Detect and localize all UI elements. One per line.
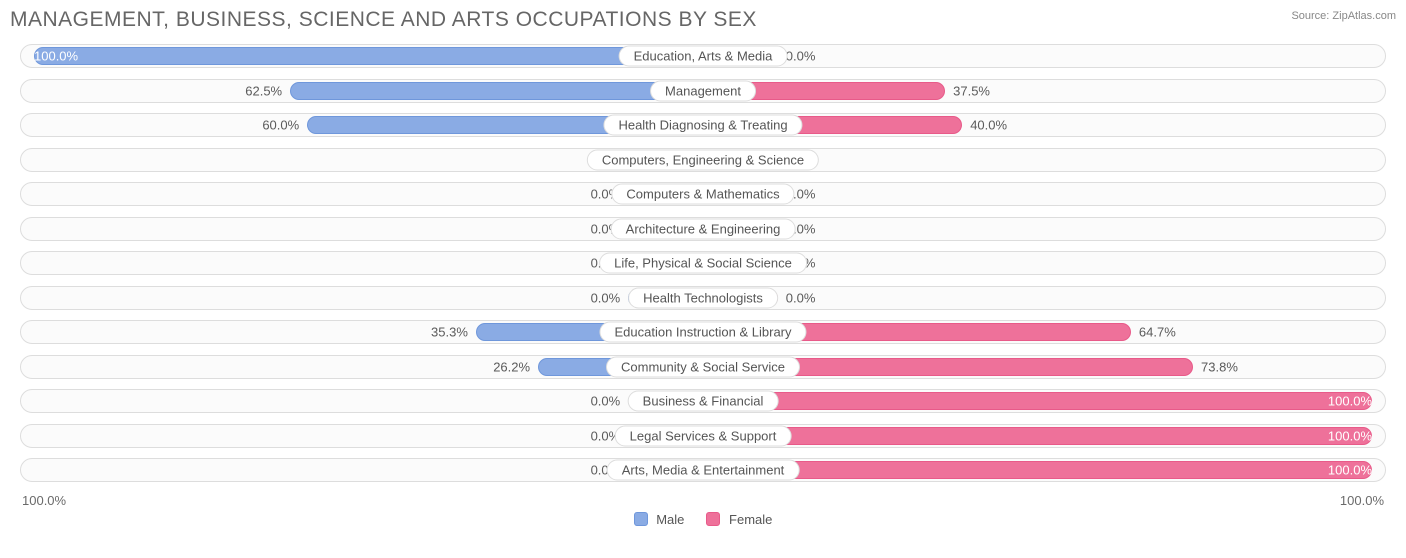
category-label: Management <box>650 80 756 101</box>
category-label: Computers, Engineering & Science <box>587 149 819 170</box>
chart-row: 0.0%0.0%Computers, Engineering & Science <box>10 146 1396 174</box>
chart-row: 35.3% 64.7% Education Instruction & Librar… <box>10 318 1396 346</box>
category-label: Arts, Media & Entertainment <box>607 460 800 481</box>
male-value-label: 35.3% <box>431 325 468 340</box>
category-label: Health Technologists <box>628 287 778 308</box>
female-bar <box>703 392 1372 410</box>
legend-male-label: Male <box>656 512 684 527</box>
chart-rows: 100.0%0.0%Education, Arts & Media62.5%37… <box>10 42 1396 484</box>
female-bar <box>703 461 1372 479</box>
axis-right-label: 100.0% <box>1340 493 1384 508</box>
category-label: Computers & Mathematics <box>611 184 794 205</box>
category-label: Architecture & Engineering <box>611 218 796 239</box>
chart-row: 0.0% 100.0% Business & Financial <box>10 387 1396 415</box>
male-value-label: 0.0% <box>591 394 621 409</box>
male-bar <box>34 47 703 65</box>
female-value-label: 0.0% <box>786 49 816 64</box>
category-label: Business & Financial <box>628 391 779 412</box>
chart-row: 0.0% 0.0% Health Technologists <box>10 284 1396 312</box>
female-value-label: 73.8% <box>1201 359 1238 374</box>
chart-row: 0.0%100.0%Legal Services & Support <box>10 422 1396 450</box>
occupations-by-sex-chart: MANAGEMENT, BUSINESS, SCIENCE AND ARTS O… <box>0 0 1406 533</box>
male-value-label: 60.0% <box>262 118 299 133</box>
chart-row: 62.5% 37.5% Management <box>10 77 1396 105</box>
legend-male: Male <box>634 512 685 527</box>
category-label: Community & Social Service <box>606 356 800 377</box>
chart-row: 0.0%0.0%Computers & Mathematics <box>10 180 1396 208</box>
category-label: Health Diagnosing & Treating <box>603 115 802 136</box>
female-value-label: 64.7% <box>1139 325 1176 340</box>
male-value-label: 100.0% <box>34 49 78 64</box>
legend: Male Female <box>10 512 1396 527</box>
female-value-label: 100.0% <box>1328 428 1372 443</box>
chart-row: 0.0%100.0%Arts, Media & Entertainment <box>10 456 1396 484</box>
axis-left-label: 100.0% <box>22 493 66 508</box>
female-value-label: 100.0% <box>1328 394 1372 409</box>
female-bar <box>703 427 1372 445</box>
chart-source: Source: ZipAtlas.com <box>1291 8 1396 22</box>
category-label: Education, Arts & Media <box>619 46 788 67</box>
x-axis: 100.0% 100.0% <box>10 491 1396 508</box>
chart-row: 0.0%0.0%Life, Physical & Social Science <box>10 249 1396 277</box>
female-value-label: 40.0% <box>970 118 1007 133</box>
female-value-label: 0.0% <box>786 290 816 305</box>
chart-row: 60.0% 40.0% Health Diagnosing & Treating <box>10 111 1396 139</box>
source-label: Source: <box>1291 10 1329 22</box>
legend-female-label: Female <box>729 512 772 527</box>
female-value-label: 100.0% <box>1328 463 1372 478</box>
category-label: Education Instruction & Library <box>599 322 806 343</box>
male-value-label: 62.5% <box>245 83 282 98</box>
category-label: Life, Physical & Social Science <box>599 253 807 274</box>
legend-female: Female <box>706 512 772 527</box>
category-label: Legal Services & Support <box>615 425 792 446</box>
chart-title: MANAGEMENT, BUSINESS, SCIENCE AND ARTS O… <box>10 8 757 32</box>
male-value-label: 0.0% <box>591 290 621 305</box>
male-value-label: 26.2% <box>493 359 530 374</box>
male-swatch-icon <box>634 512 648 526</box>
female-swatch-icon <box>706 512 720 526</box>
male-bar <box>290 82 703 100</box>
source-value: ZipAtlas.com <box>1332 10 1396 22</box>
female-value-label: 37.5% <box>953 83 990 98</box>
chart-row: 0.0%0.0%Architecture & Engineering <box>10 215 1396 243</box>
chart-row: 26.2% 73.8% Community & Social Service <box>10 353 1396 381</box>
chart-header: MANAGEMENT, BUSINESS, SCIENCE AND ARTS O… <box>10 8 1396 32</box>
chart-row: 100.0% 0.0%Education, Arts & Media <box>10 42 1396 70</box>
